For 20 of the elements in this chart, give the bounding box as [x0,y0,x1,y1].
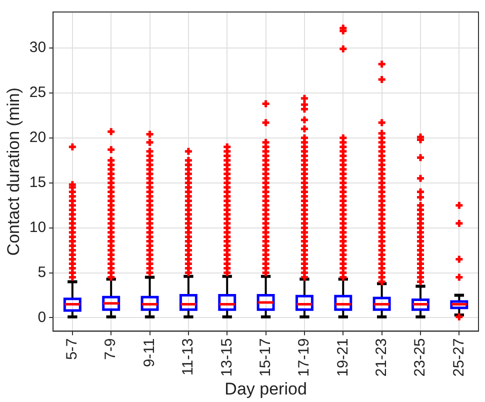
x-tick-label: 19-21 [334,338,352,377]
y-tick-label: 15 [29,174,46,191]
x-tick-label: 23-25 [412,338,429,377]
y-tick-label: 10 [29,218,46,236]
x-tick-label: 13-15 [218,338,236,377]
x-tick-label: 9-11 [140,338,158,368]
y-tick-label: 5 [38,264,46,281]
x-tick-label: 17-19 [296,338,313,377]
y-axis-title: Contact duration (min) [4,88,23,256]
y-tick-label: 30 [29,39,46,56]
x-tick-label: 15-17 [256,338,274,377]
x-tick-label: 25-27 [450,338,468,377]
x-tick-label: 11-13 [180,338,197,376]
y-tick-label: 0 [38,308,46,326]
x-tick-label: 5-7 [64,338,81,360]
y-tick-label: 25 [29,84,46,102]
x-axis-title: Day period [224,379,307,398]
y-tick-label: 20 [29,129,46,146]
x-tick-label: 7-9 [102,338,120,360]
x-tick-label: 21-23 [372,338,390,377]
